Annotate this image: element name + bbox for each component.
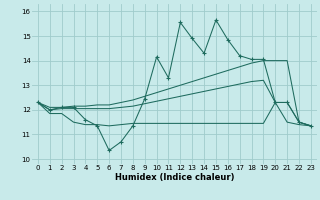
X-axis label: Humidex (Indice chaleur): Humidex (Indice chaleur) [115,173,234,182]
